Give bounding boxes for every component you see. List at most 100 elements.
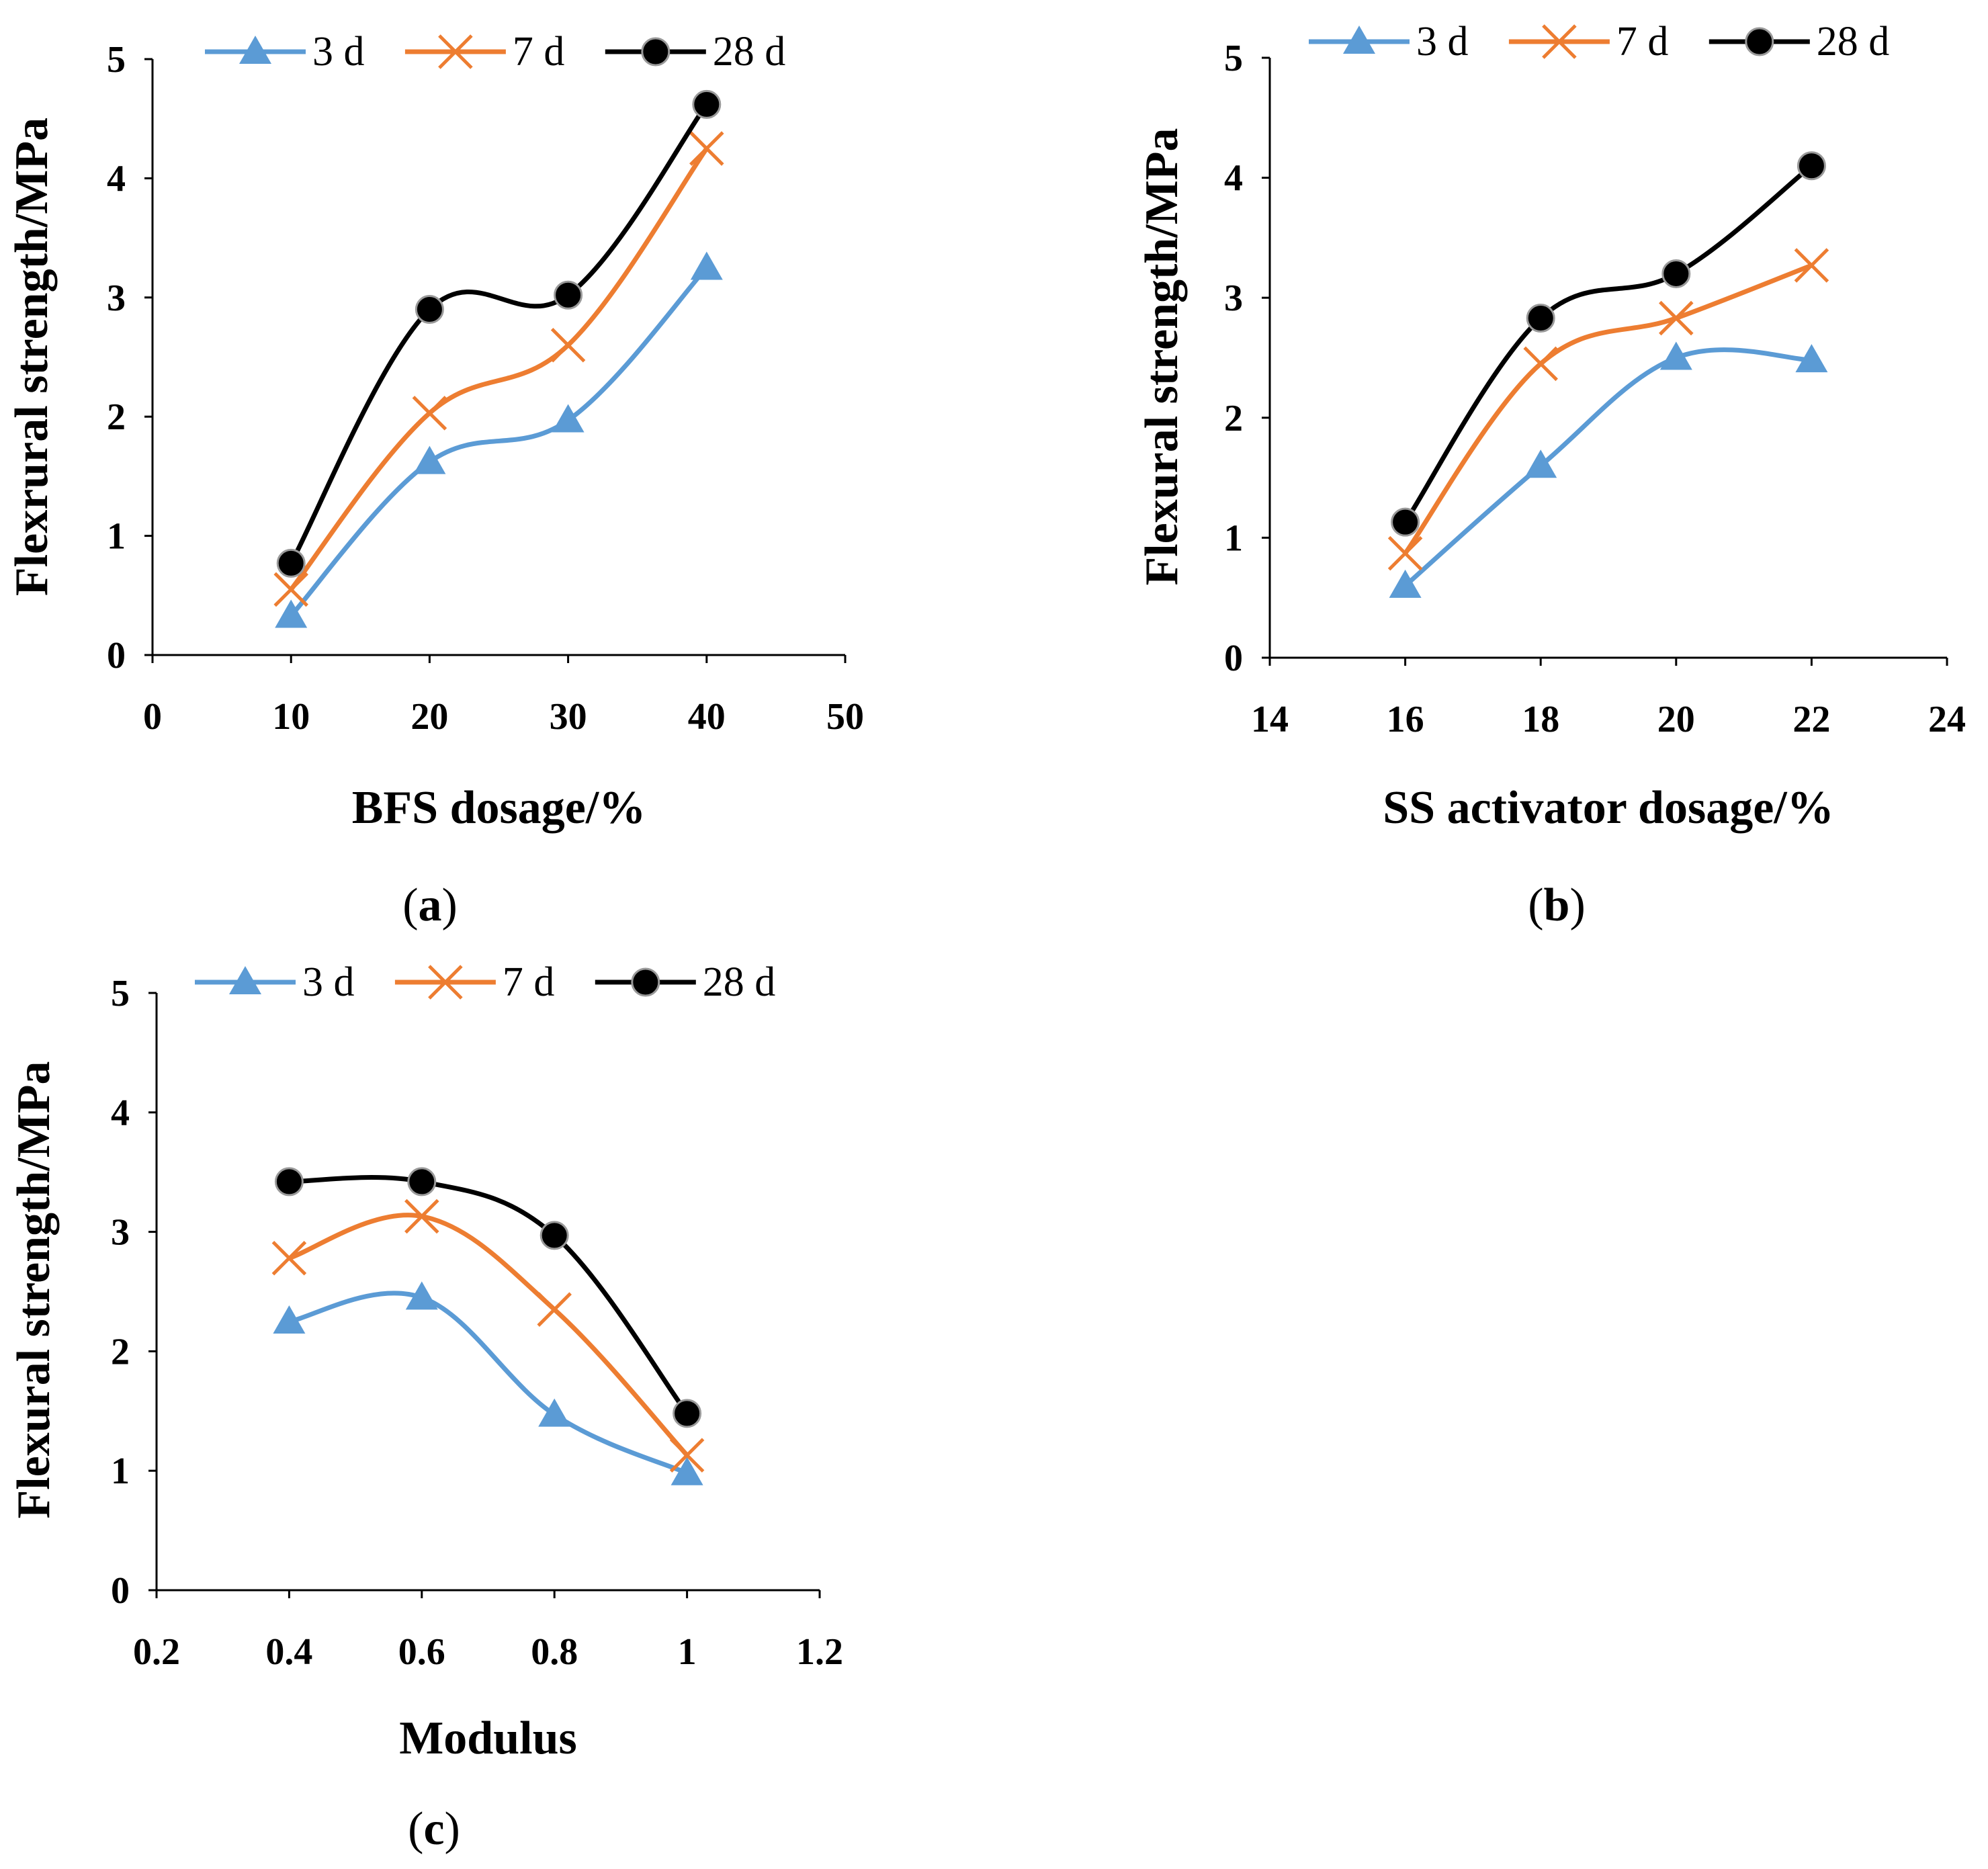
legend-marker <box>1343 26 1375 54</box>
panel-caption: (c) <box>408 1803 460 1855</box>
y-tick-label: 2 <box>107 396 126 438</box>
x-tick-label: 18 <box>1522 699 1559 740</box>
legend-label: 3 d <box>312 29 365 75</box>
data-point-3d <box>413 445 446 474</box>
legend-item-28d: 28 d <box>605 29 786 75</box>
x-tick-label: 0.8 <box>531 1631 578 1673</box>
series-line-7d <box>289 147 709 591</box>
data-point-28d <box>274 1167 304 1197</box>
y-tick-label: 5 <box>107 39 126 81</box>
legend: 3 d 7 d 28 d <box>1309 19 1889 64</box>
series-line-28d <box>289 1175 689 1415</box>
data-point-7d <box>537 1292 572 1327</box>
y-axis-title: Flexrural strength/MPa <box>6 118 58 596</box>
data-point-7d <box>550 327 586 363</box>
y-tick-label: 4 <box>111 1092 130 1134</box>
legend-label: 28 d <box>1817 19 1890 64</box>
data-point-7d <box>412 396 447 431</box>
legend: 3 d 7 d 28 d <box>195 959 775 1005</box>
y-tick-label: 5 <box>111 973 130 1014</box>
legend-item-7d: 7 d <box>404 29 565 75</box>
chart-c: 0 1 2 3 4 5 0.2 0.4 0.6 0.8 1 1.2 Modulus Flexural st… <box>8 959 843 1855</box>
series-line-3d <box>288 1291 689 1475</box>
x-axis-title: BFS dosage/% <box>352 782 646 834</box>
data-point-3d <box>1795 344 1828 373</box>
series-line-7d <box>288 1213 689 1457</box>
panel-caption: (a) <box>402 879 458 931</box>
data-point-3d <box>690 251 723 280</box>
legend-marker <box>1542 24 1577 59</box>
legend-item-7d: 7 d <box>1508 19 1668 64</box>
data-point-3d <box>538 1398 571 1427</box>
y-tick-label: 5 <box>1224 38 1243 79</box>
legend-item-3d: 3 d <box>205 29 365 75</box>
y-tick-label: 3 <box>1224 277 1243 319</box>
data-point-7d <box>271 1240 307 1276</box>
y-axis-title: Flexural strength/MPa <box>8 1061 60 1518</box>
y-tick-label: 2 <box>111 1331 130 1373</box>
y-tick-label: 2 <box>1224 398 1243 439</box>
legend: 3 d 7 d 28 d <box>205 29 785 75</box>
data-point-28d <box>539 1221 569 1250</box>
x-tick-label: 20 <box>410 696 448 738</box>
x-axis-title: Modulus <box>399 1712 577 1764</box>
legend-label: 28 d <box>713 29 786 75</box>
legend-marker <box>631 967 660 997</box>
series-line-28d <box>1403 164 1813 524</box>
y-tick-label: 4 <box>1224 158 1243 200</box>
data-point-28d <box>554 280 583 310</box>
x-tick-label: 50 <box>826 696 864 738</box>
y-tick-label: 1 <box>107 516 126 558</box>
data-point-28d <box>415 295 444 324</box>
data-point-3d <box>552 404 585 433</box>
y-tick-label: 1 <box>111 1450 130 1492</box>
data-point-28d <box>1391 507 1420 537</box>
legend-label: 3 d <box>302 959 355 1005</box>
legend-label: 7 d <box>503 959 555 1005</box>
legend-marker <box>641 37 671 67</box>
x-tick-label: 1.2 <box>796 1631 843 1673</box>
legend-label: 7 d <box>513 29 565 75</box>
x-tick-label: 24 <box>1928 699 1966 740</box>
x-tick-label: 22 <box>1792 699 1830 740</box>
series-line-7d <box>1403 263 1813 555</box>
data-point-28d <box>407 1167 437 1197</box>
series-line-3d <box>289 266 709 617</box>
legend-marker <box>1745 27 1774 56</box>
data-point-7d <box>1387 535 1423 571</box>
x-tick-label: 20 <box>1657 699 1695 740</box>
y-tick-label: 1 <box>1224 517 1243 559</box>
y-tick-label: 3 <box>107 277 126 319</box>
y-tick-label: 0 <box>111 1570 130 1612</box>
legend-marker <box>428 965 463 1000</box>
legend-item-3d: 3 d <box>195 959 355 1005</box>
y-tick-label: 3 <box>111 1212 130 1254</box>
data-point-7d <box>689 131 724 166</box>
x-tick-label: 30 <box>550 696 587 738</box>
data-point-3d <box>1659 341 1692 370</box>
data-point-3d <box>671 1457 703 1485</box>
data-point-7d <box>669 1438 705 1473</box>
data-point-3d <box>273 1305 306 1334</box>
data-point-7d <box>1794 248 1829 283</box>
x-tick-label: 0.2 <box>133 1631 180 1673</box>
data-point-7d <box>1659 300 1694 336</box>
legend-item-7d: 7 d <box>394 959 555 1005</box>
data-point-3d <box>405 1281 438 1310</box>
data-point-28d <box>1661 259 1691 288</box>
x-tick-label: 14 <box>1251 699 1289 740</box>
y-tick-label: 0 <box>107 635 126 677</box>
data-point-3d <box>1524 449 1557 478</box>
data-point-7d <box>404 1199 439 1234</box>
y-axis-title: Flexural strength/MPa <box>1136 128 1188 585</box>
x-tick-label: 0 <box>143 696 162 738</box>
series-line-3d <box>1403 347 1812 588</box>
legend-item-3d: 3 d <box>1309 19 1469 64</box>
data-point-28d <box>1526 304 1555 333</box>
panel-caption: (b) <box>1528 879 1586 931</box>
legend-item-28d: 28 d <box>1709 19 1890 64</box>
x-tick-label: 0.4 <box>265 1631 312 1673</box>
x-tick-label: 0.6 <box>398 1631 445 1673</box>
data-point-7d <box>1523 346 1558 382</box>
data-point-28d <box>1797 151 1826 181</box>
